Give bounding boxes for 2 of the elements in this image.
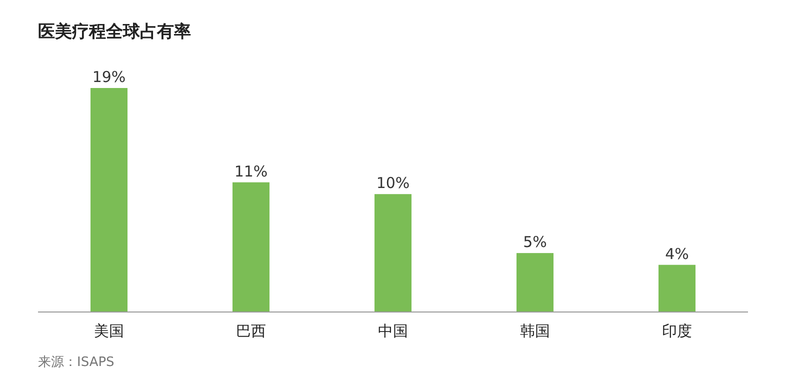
- title: 医美疗程全球占有率: [38, 22, 191, 42]
- annotation: 来源：ISAPS: [38, 355, 114, 370]
